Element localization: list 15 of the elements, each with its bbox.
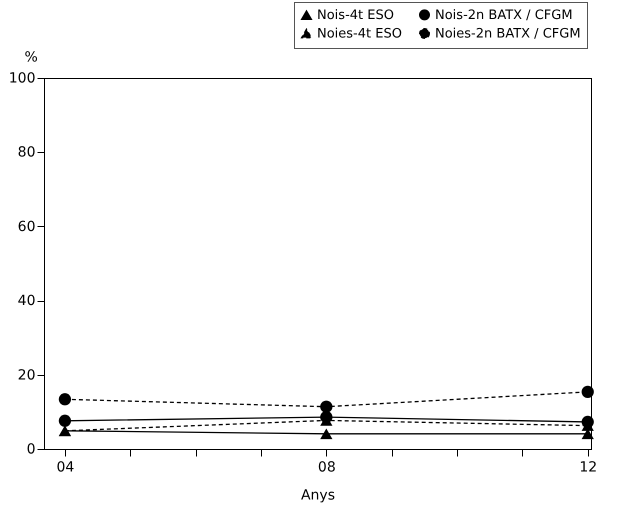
y-tick-label: 40: [18, 293, 36, 310]
legend-label: Noies-2n BATX / CFGM: [435, 26, 581, 42]
x-axis-title: Anys: [300, 488, 336, 504]
x-tick-label: 12: [579, 460, 598, 476]
y-axis-title: %: [24, 50, 38, 66]
legend-label: Nois-2n BATX / CFGM: [435, 8, 573, 23]
legend-label: Noies-4t ESO: [317, 26, 402, 42]
y-tick-label: 60: [18, 218, 36, 235]
legend-label: Nois-4t ESO: [317, 8, 394, 24]
y-tick-label: 80: [18, 144, 36, 161]
y-tick-label: 0: [26, 442, 36, 458]
y-tick-label: 100: [8, 70, 36, 86]
x-tick-label: 04: [56, 460, 74, 476]
x-tick-label: 08: [318, 460, 336, 476]
y-tick-label: 20: [18, 367, 36, 384]
